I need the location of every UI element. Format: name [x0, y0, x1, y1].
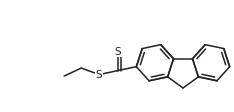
Text: S: S [114, 47, 121, 57]
Text: S: S [96, 70, 102, 80]
